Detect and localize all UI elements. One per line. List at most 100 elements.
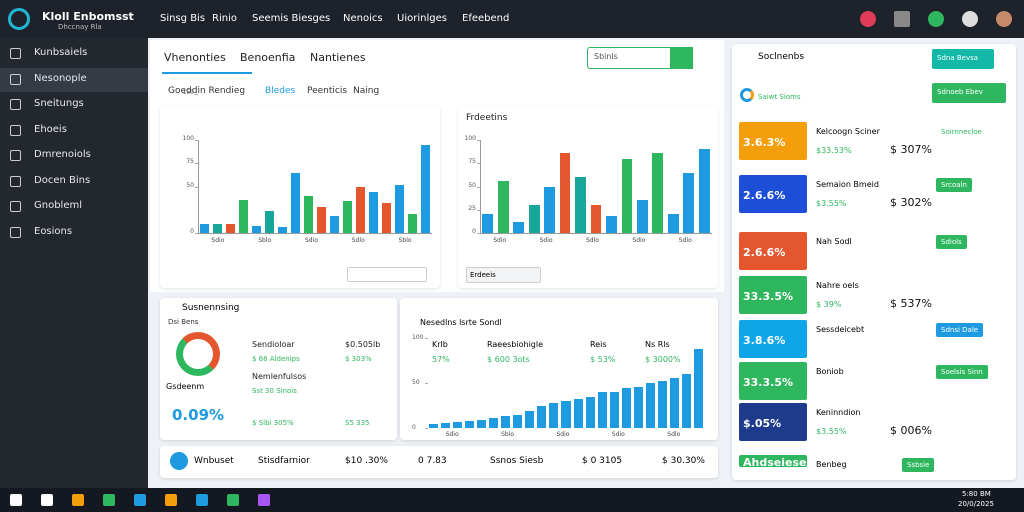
right-title: Soclnenbs: [758, 52, 805, 62]
top-icon[interactable]: [962, 11, 978, 27]
card-side[interactable]: Sdiols: [936, 235, 967, 249]
stat-value: $ 3000%: [645, 355, 681, 364]
right-subbutton[interactable]: Sdnoeb Ebev: [932, 83, 1006, 103]
nav-item[interactable]: Nenoics: [343, 13, 383, 24]
bar: [316, 206, 327, 233]
chart2-title: Frdeetins: [466, 113, 508, 123]
taskbar-icon[interactable]: [227, 494, 239, 506]
bar: [544, 186, 555, 233]
y-tick-label: 0: [190, 228, 194, 235]
subtab[interactable]: Bledes: [265, 86, 296, 96]
tick-mark: [195, 163, 198, 165]
chart2-select[interactable]: Erdeeis: [466, 267, 541, 283]
y-tick-label: 75: [468, 158, 476, 166]
x-tick-label: Sdio: [445, 431, 459, 438]
tick-mark: [425, 338, 428, 339]
sidebar-item[interactable]: Nesonople: [34, 72, 87, 84]
tab[interactable]: Benoenfia: [240, 51, 296, 64]
card-badge: 33.3.5%: [739, 276, 807, 314]
tick-mark: [477, 233, 480, 234]
bar: [342, 201, 353, 233]
taskbar-icon[interactable]: [72, 494, 84, 506]
x-tick-label: Sdlo: [667, 431, 681, 438]
card-side[interactable]: Ssbsie: [902, 458, 935, 472]
y-tick-label: 75: [186, 158, 194, 166]
sidebar-item[interactable]: Kunbsaiels: [34, 47, 88, 58]
nav-item[interactable]: Rinio: [212, 13, 237, 24]
summary-sub: Dsi Bens: [168, 318, 199, 326]
nav-item[interactable]: Seemis Biesges: [252, 13, 331, 24]
bar: [420, 144, 431, 233]
tab[interactable]: Vhenonties: [164, 51, 226, 64]
taskbar-icon[interactable]: [41, 494, 53, 506]
summary-cell: Sst 30 Sinois: [252, 387, 297, 395]
subtab[interactable]: Peenticis: [307, 86, 348, 96]
card-value: $ 006%: [890, 424, 932, 437]
sidebar: [0, 38, 148, 488]
subtab[interactable]: Goeddin Rendieg: [168, 86, 246, 96]
card-side[interactable]: Sdnsi Dale: [936, 323, 984, 337]
axis: [198, 140, 199, 233]
right-ring: [740, 88, 754, 102]
y-tick-label: 0: [472, 228, 476, 235]
bar: [585, 397, 595, 428]
stat-label: Ns Rls: [645, 340, 670, 349]
tick-mark: [195, 93, 198, 95]
card-sub: $33.53%: [816, 146, 852, 155]
sidebar-active: [0, 67, 148, 92]
tick-mark: [195, 140, 198, 141]
sidebar-item[interactable]: Ehoeis: [34, 123, 67, 135]
top-bar: [0, 0, 1024, 38]
bar: [633, 386, 643, 428]
y-tick-label: 100: [412, 334, 424, 341]
card-value: $ 307%: [890, 143, 932, 156]
bar: [225, 223, 236, 233]
stat-label: Reis: [590, 340, 607, 349]
taskbar-icon[interactable]: [134, 494, 146, 506]
top-icon[interactable]: [996, 11, 1012, 27]
bar: [441, 422, 451, 428]
bar: [681, 374, 691, 428]
brand: Kloll Enbomsst: [42, 10, 134, 23]
tick-mark: [477, 186, 480, 188]
taskbar-icon[interactable]: [258, 494, 270, 506]
nav-item[interactable]: Efeebend: [462, 13, 510, 24]
x-tick-label: Sdio: [539, 237, 553, 244]
y-tick-label: 25: [468, 204, 476, 212]
taskbar: [0, 488, 1024, 512]
stat-value: $ 600 3ots: [487, 355, 530, 364]
card-side[interactable]: Srcoaln: [936, 178, 972, 192]
x-tick-label: Sdio: [211, 237, 225, 244]
bar: [407, 214, 418, 233]
bar: [652, 153, 664, 233]
bar: [606, 216, 617, 233]
top-icon[interactable]: [928, 11, 944, 27]
top-icon[interactable]: [894, 11, 910, 27]
bar: [277, 227, 288, 233]
right-button[interactable]: Sdna Bevsa: [932, 49, 994, 69]
tab[interactable]: Nantienes: [310, 51, 366, 64]
x-tick-label: Sblo: [398, 237, 412, 244]
taskbar-icon[interactable]: [103, 494, 115, 506]
sidebar-icon: [10, 150, 21, 161]
y-tick-label: 100: [182, 135, 194, 142]
sidebar-icon: [10, 226, 21, 238]
taskbar-icon[interactable]: [196, 494, 208, 506]
card-side[interactable]: Soelsis Sinn: [936, 365, 988, 379]
nav-item[interactable]: Uiorinlges: [397, 13, 447, 24]
sidebar-item[interactable]: Sneitungs: [34, 98, 84, 109]
taskbar-icon[interactable]: [10, 494, 22, 506]
sidebar-item[interactable]: Gnobleml: [34, 200, 83, 211]
subtab[interactable]: Naing: [353, 86, 380, 96]
sidebar-item[interactable]: Dmrenoiols: [34, 149, 91, 160]
sidebar-item[interactable]: Eosions: [34, 225, 73, 237]
card-name: Kelcoogn Sciner: [816, 127, 880, 136]
nav-item[interactable]: Sinsg Bis: [160, 13, 206, 24]
bar: [537, 406, 547, 428]
bar: [497, 180, 509, 233]
sidebar-item[interactable]: Docen Bins: [34, 174, 91, 186]
summary-cell: S5 335: [345, 419, 370, 427]
taskbar-icon[interactable]: [165, 494, 177, 506]
card-side[interactable]: Soirnnecloe: [941, 128, 982, 136]
top-icon[interactable]: [860, 11, 876, 27]
